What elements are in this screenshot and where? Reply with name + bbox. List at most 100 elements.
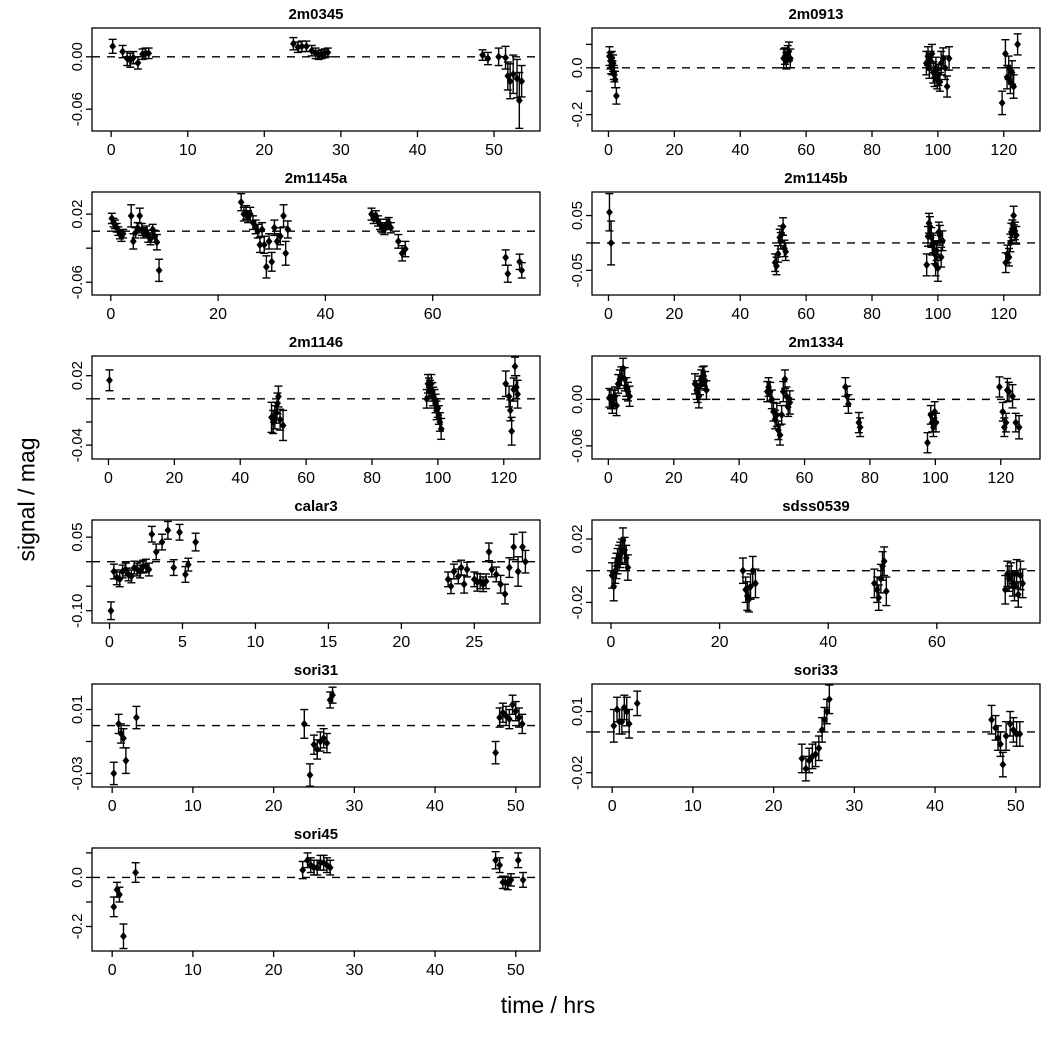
svg-text:20: 20	[265, 962, 283, 979]
panel-2m1145b: 2m1145b 0 20 40 60 80 100 120 0.05 -0.05	[548, 170, 1048, 334]
svg-text:-0.06: -0.06	[569, 429, 586, 463]
panel-sori45: sori45 0 10 20 30 40 50 0.0 -0.2	[48, 826, 548, 990]
panel-sori31: sori31 0 10 20 30 40 50 0.01 -0.03	[48, 662, 548, 826]
svg-text:120: 120	[490, 470, 517, 487]
panel-title: 2m1145a	[284, 170, 348, 187]
svg-text:60: 60	[424, 306, 442, 323]
svg-text:20: 20	[665, 306, 683, 323]
y-axis-ticks: 0.0 -0.2	[569, 43, 592, 128]
y-axis-label: signal / mag	[13, 437, 40, 562]
panel-plot: 0 20 40 60 80 100 120 0.00 -0.06	[569, 355, 1041, 487]
y-axis-ticks: 0.01 -0.02	[569, 697, 592, 790]
x-axis-ticks: 0 20 40 60	[106, 295, 442, 323]
data-points	[105, 356, 522, 446]
panel-plot: 0 20 40 60 80 100 120 0.05 -0.05	[569, 191, 1041, 323]
svg-text:0.02: 0.02	[69, 200, 86, 229]
svg-text:40: 40	[819, 634, 837, 651]
panel-plot: 0 20 40 60 80 100 120 0.02 -0.04	[69, 355, 541, 487]
panel-2m0913: 2m0913 0 20 40 60 80 100 120 0.0 -0.2	[548, 6, 1048, 170]
plot-box	[91, 519, 541, 624]
panel-sori33: sori33 0 10 20 30 40 50 0.01 -0.02	[548, 662, 1048, 826]
y-axis-ticks: 0.00 -0.06	[569, 385, 592, 463]
svg-text:20: 20	[765, 798, 783, 815]
y-axis-ticks: 0.05 -0.10	[69, 523, 92, 628]
panel-plot: 0 20 40 60 0.02 -0.02	[569, 519, 1041, 651]
plot-box	[91, 191, 541, 296]
svg-text:-0.02: -0.02	[569, 585, 586, 619]
panel-title: sori33	[793, 662, 839, 679]
svg-text:0: 0	[104, 470, 113, 487]
svg-text:10: 10	[184, 798, 202, 815]
svg-text:0: 0	[604, 142, 613, 159]
data-points	[609, 684, 1024, 782]
panel-plot: 0 20 40 60 0.02 -0.06	[69, 191, 541, 323]
svg-text:-0.06: -0.06	[69, 265, 86, 299]
svg-text:10: 10	[184, 962, 202, 979]
svg-text:40: 40	[316, 306, 334, 323]
y-axis-ticks: 0.02 -0.04	[69, 361, 92, 462]
svg-text:60: 60	[928, 634, 946, 651]
svg-text:0: 0	[108, 962, 117, 979]
svg-text:0: 0	[108, 798, 117, 815]
svg-text:0.01: 0.01	[569, 697, 586, 726]
svg-text:20: 20	[209, 306, 227, 323]
data-points	[605, 192, 1021, 283]
svg-text:-0.02: -0.02	[569, 756, 586, 790]
svg-text:20: 20	[665, 470, 683, 487]
svg-text:10: 10	[179, 142, 197, 159]
svg-text:0: 0	[607, 634, 616, 651]
x-axis-label: time / hrs	[500, 992, 596, 1018]
svg-text:30: 30	[332, 142, 350, 159]
data-points	[605, 33, 1022, 116]
plot-box	[591, 191, 1041, 296]
panel-2m0345: 2m0345 0 10 20 30 40 50 0.00 -0.06	[48, 6, 548, 170]
panel-plot: 0 10 20 30 40 50 0.0 -0.2	[69, 847, 541, 979]
x-axis-ticks: 0 10 20 30 40 50	[107, 131, 503, 159]
data-points	[106, 520, 530, 621]
x-axis-ticks: 0 20 40 60 80 100 120	[604, 295, 1017, 323]
data-points	[107, 193, 526, 283]
y-axis-ticks: 0.02 -0.06	[69, 200, 92, 299]
svg-text:0.0: 0.0	[569, 57, 586, 78]
panel-2m1146: 2m1146 0 20 40 60 80 100 120 0.02 -0.04	[48, 334, 548, 498]
x-axis-ticks: 0 20 40 60 80 100 120	[604, 459, 1014, 487]
data-points	[109, 850, 528, 950]
x-axis-ticks: 0 10 20 30 40 50	[608, 787, 1025, 815]
svg-text:25: 25	[465, 634, 483, 651]
svg-text:0.02: 0.02	[69, 361, 86, 390]
svg-text:50: 50	[485, 142, 503, 159]
svg-text:20: 20	[165, 470, 183, 487]
svg-text:120: 120	[990, 306, 1017, 323]
svg-text:40: 40	[426, 798, 444, 815]
svg-text:0.05: 0.05	[69, 523, 86, 552]
plot-box	[91, 683, 541, 788]
y-axis-ticks: 0.00 -0.06	[69, 42, 92, 126]
plot-box	[91, 27, 541, 132]
svg-text:0: 0	[106, 306, 115, 323]
panel-2m1334: 2m1334 0 20 40 60 80 100 120 0.00 -0.06	[548, 334, 1048, 498]
svg-text:40: 40	[730, 470, 748, 487]
svg-text:0.05: 0.05	[569, 201, 586, 230]
y-axis-ticks: 0.02 -0.02	[569, 524, 592, 620]
panel-2m1145a: 2m1145a 0 20 40 60 0.02 -0.06	[48, 170, 548, 334]
panel-calar3: calar3 0 5 10 15 20 25 0.05 -0.10	[48, 498, 548, 662]
svg-text:60: 60	[797, 142, 815, 159]
svg-text:-0.06: -0.06	[69, 92, 86, 126]
panel-title: calar3	[294, 498, 338, 515]
x-axis-ticks: 0 10 20 30 40 50	[108, 951, 525, 979]
svg-text:0.00: 0.00	[69, 42, 86, 71]
svg-text:-0.2: -0.2	[69, 914, 86, 940]
svg-text:0: 0	[105, 634, 114, 651]
svg-text:50: 50	[507, 798, 525, 815]
panel-title: 2m1145b	[784, 170, 848, 187]
plot-box	[591, 683, 1041, 788]
svg-text:10: 10	[247, 634, 265, 651]
x-axis-ticks: 0 10 20 30 40 50	[108, 787, 525, 815]
svg-text:50: 50	[1007, 798, 1025, 815]
svg-text:80: 80	[363, 470, 381, 487]
svg-text:-0.05: -0.05	[569, 253, 586, 287]
plot-box	[591, 519, 1041, 624]
panel-title: 2m1146	[288, 334, 344, 351]
svg-text:60: 60	[297, 470, 315, 487]
panel-title: sori45	[293, 826, 339, 843]
